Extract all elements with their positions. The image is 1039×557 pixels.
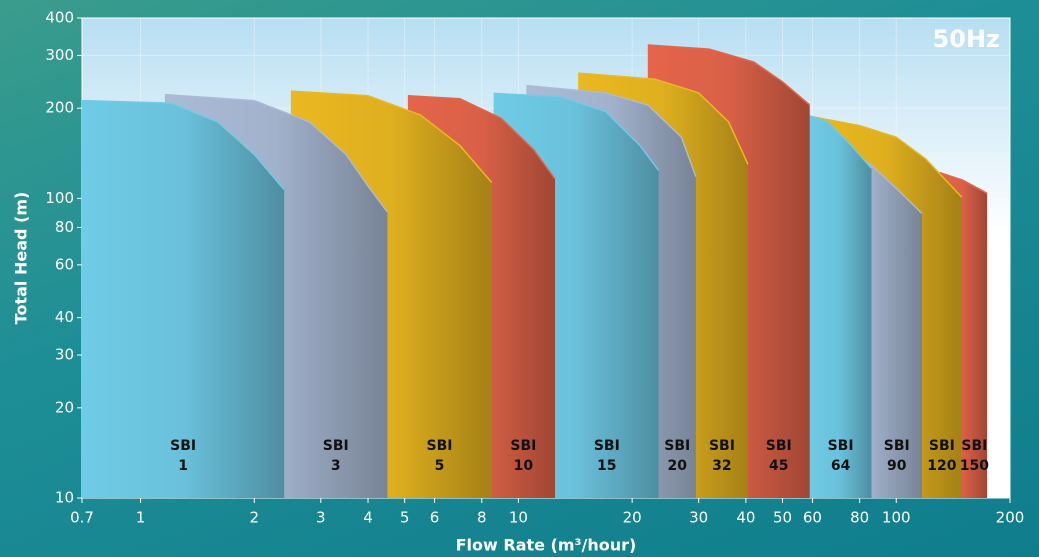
y-tick-label: 200 (45, 99, 74, 117)
y-axis-title: Total Head (m) (12, 192, 31, 325)
x-tick-label: 0.7 (70, 509, 94, 527)
y-tick-label: 300 (45, 46, 74, 64)
legend-label: SBI 20 (664, 438, 691, 474)
band-curve (164, 93, 389, 213)
legend-label: SBI 15 (593, 438, 620, 474)
x-tick-label: 40 (736, 509, 755, 527)
x-tick-label: 3 (316, 509, 326, 527)
y-tick-label: 100 (45, 189, 74, 207)
band-shade (806, 114, 872, 499)
legend-label: SBI 3 (322, 438, 349, 474)
legend-label: SBI 120 (927, 438, 957, 474)
y-tick-label: 20 (55, 398, 74, 416)
band-curve (407, 95, 556, 180)
y-tick-label: 10 (55, 489, 74, 507)
pump-band (806, 114, 873, 499)
legend-label: SBI 64 (827, 438, 854, 474)
band-curve (290, 90, 493, 183)
band-curve (647, 44, 811, 106)
legend-label: SBI 150 (959, 438, 990, 474)
legend-label: SBI 5 (426, 438, 453, 474)
legend-label: SBI 45 (765, 438, 792, 474)
x-tick-label: 50 (773, 509, 792, 527)
x-tick-label: 5 (400, 509, 410, 527)
x-tick-label: 8 (477, 509, 487, 527)
x-tick-label: 60 (803, 509, 822, 527)
x-tick-label: 2 (250, 509, 260, 527)
legend-label: SBI 1 (170, 438, 197, 474)
x-tick-label: 10 (509, 509, 528, 527)
legend-label: SBI 10 (510, 438, 537, 474)
x-axis-title: Flow Rate (m³/hour) (456, 536, 637, 555)
band-curve (806, 114, 873, 169)
band-shade (82, 100, 285, 498)
y-tick-label: 400 (45, 9, 74, 27)
x-tick-label: 20 (623, 509, 642, 527)
x-tick-label: 6 (430, 509, 440, 527)
x-tick-label: 200 (996, 509, 1025, 527)
x-tick-label: 80 (850, 509, 869, 527)
x-tick-label: 100 (882, 509, 911, 527)
band-curve (493, 92, 660, 171)
y-tick-label: 80 (55, 218, 74, 236)
annotation: 50Hz (933, 25, 1000, 53)
y-tick-label: 40 (55, 308, 74, 326)
x-tick-label: 30 (689, 509, 708, 527)
y-tick-label: 30 (55, 346, 74, 364)
x-tick-label: 4 (363, 509, 373, 527)
legend-label: SBI 32 (708, 438, 735, 474)
legend-label: SBI 90 (883, 438, 910, 474)
band-curve (809, 115, 963, 198)
x-tick-label: 1 (136, 509, 146, 527)
pump-band (81, 99, 285, 498)
band-curve (578, 72, 749, 165)
band-curve (81, 99, 285, 191)
y-tick-label: 60 (55, 255, 74, 273)
band-curve (526, 84, 697, 178)
band-curve (939, 171, 988, 194)
